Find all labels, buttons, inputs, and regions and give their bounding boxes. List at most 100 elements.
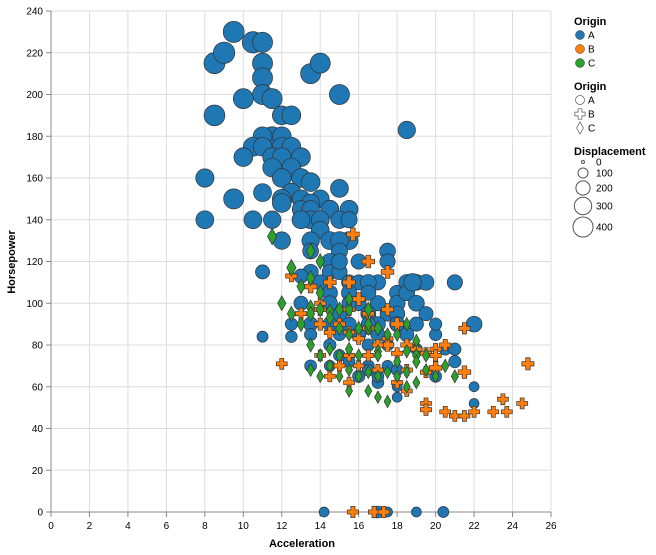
data-point-a xyxy=(291,210,311,230)
data-point-b xyxy=(487,405,500,418)
data-point-b xyxy=(419,403,433,416)
data-point-a xyxy=(446,274,463,291)
data-point-c xyxy=(373,369,382,384)
data-point-b xyxy=(429,349,442,362)
data-point-c xyxy=(393,327,402,342)
data-point-b xyxy=(346,505,359,519)
x-tick-label: 26 xyxy=(545,521,557,532)
legend-color-swatch xyxy=(575,30,585,40)
x-tick-label: 14 xyxy=(315,521,327,532)
data-point-c xyxy=(412,375,421,390)
data-point-b xyxy=(497,393,509,406)
size-legend-title: Displacement xyxy=(574,146,646,158)
y-tick-label: 40 xyxy=(32,424,44,435)
x-tick-label: 4 xyxy=(125,521,131,532)
data-point-c xyxy=(364,365,373,380)
data-point-c xyxy=(315,301,325,318)
grid-lines xyxy=(50,10,552,513)
legend-size-label: 300 xyxy=(596,202,613,213)
data-point-c xyxy=(325,309,335,326)
data-point-c xyxy=(335,369,344,384)
legend-size-symbol xyxy=(573,196,593,216)
data-point-c xyxy=(335,320,344,337)
data-point-c xyxy=(431,369,440,384)
data-point-c xyxy=(402,379,411,394)
data-point-a xyxy=(437,506,450,518)
data-point-c xyxy=(305,242,316,260)
data-point-c xyxy=(345,362,354,378)
data-point-c xyxy=(374,390,382,405)
data-point-b xyxy=(500,405,513,418)
data-point-a xyxy=(243,210,263,230)
x-tick-label: 8 xyxy=(202,521,208,532)
data-point-b xyxy=(449,410,461,422)
data-point-b xyxy=(457,365,472,379)
y-tick-label: 120 xyxy=(26,257,43,268)
y-tick-label: 200 xyxy=(26,90,43,101)
data-point-b xyxy=(313,317,327,331)
data-point-a xyxy=(411,506,422,518)
color-legend-title: Origin xyxy=(574,16,607,28)
data-point-c xyxy=(402,316,411,332)
data-point-b xyxy=(342,275,356,290)
legend-shape-label: B xyxy=(588,110,595,121)
data-point-c xyxy=(364,383,373,398)
data-point-a xyxy=(448,355,462,369)
data-point-a xyxy=(281,105,302,126)
data-point-a xyxy=(403,273,422,292)
legend-size-label: 400 xyxy=(596,223,613,234)
data-point-c xyxy=(354,369,363,384)
y-tick-label: 180 xyxy=(26,132,43,143)
data-point-c xyxy=(383,365,392,380)
data-point-a xyxy=(331,253,348,270)
y-tick-label: 20 xyxy=(32,466,44,477)
data-point-a xyxy=(418,306,434,322)
data-point-b xyxy=(381,303,394,316)
data-point-c xyxy=(306,362,315,378)
legend-color-label: A xyxy=(588,31,595,42)
data-point-a xyxy=(222,20,245,43)
data-points xyxy=(195,20,535,519)
data-point-c xyxy=(344,301,354,318)
x-tick-label: 10 xyxy=(238,521,250,532)
data-point-c xyxy=(306,305,316,322)
data-point-c xyxy=(373,348,382,363)
y-tick-label: 60 xyxy=(32,382,44,393)
data-point-b xyxy=(380,265,395,279)
data-point-a xyxy=(300,172,321,192)
legend-size-symbol xyxy=(581,160,585,164)
data-point-c xyxy=(306,337,315,353)
data-point-c xyxy=(325,358,334,373)
data-point-b xyxy=(352,332,365,345)
x-tick-label: 22 xyxy=(469,521,481,532)
axes: 0 2 4 6 8 10 12 14 16 18 20 22 24 2602040608010012014… xyxy=(26,7,557,533)
legend-size-symbol xyxy=(572,216,594,238)
data-point-c xyxy=(383,394,392,409)
data-point-c xyxy=(344,291,354,307)
data-point-c xyxy=(277,295,287,312)
data-point-a xyxy=(261,88,283,110)
data-point-a xyxy=(213,41,236,64)
data-point-c xyxy=(383,327,392,342)
data-point-c xyxy=(316,369,325,384)
legend-size-label: 100 xyxy=(596,169,613,180)
legend-shape-symbol xyxy=(574,108,586,120)
data-point-c xyxy=(316,348,325,363)
data-point-a xyxy=(468,381,480,393)
x-tick-label: 12 xyxy=(276,521,288,532)
data-point-a xyxy=(195,210,215,230)
data-point-c xyxy=(393,369,402,384)
data-point-c xyxy=(334,301,344,318)
data-point-b xyxy=(333,359,346,372)
legend-color-label: B xyxy=(588,45,595,56)
data-point-c xyxy=(267,227,278,246)
data-point-b xyxy=(275,357,288,370)
legend-shape-label: A xyxy=(588,96,595,107)
shape-legend-title: Origin xyxy=(574,81,607,93)
data-point-a xyxy=(253,183,272,202)
data-point-a xyxy=(203,104,226,127)
data-point-c xyxy=(412,354,421,370)
data-point-a xyxy=(233,147,254,167)
data-point-a xyxy=(263,210,282,229)
